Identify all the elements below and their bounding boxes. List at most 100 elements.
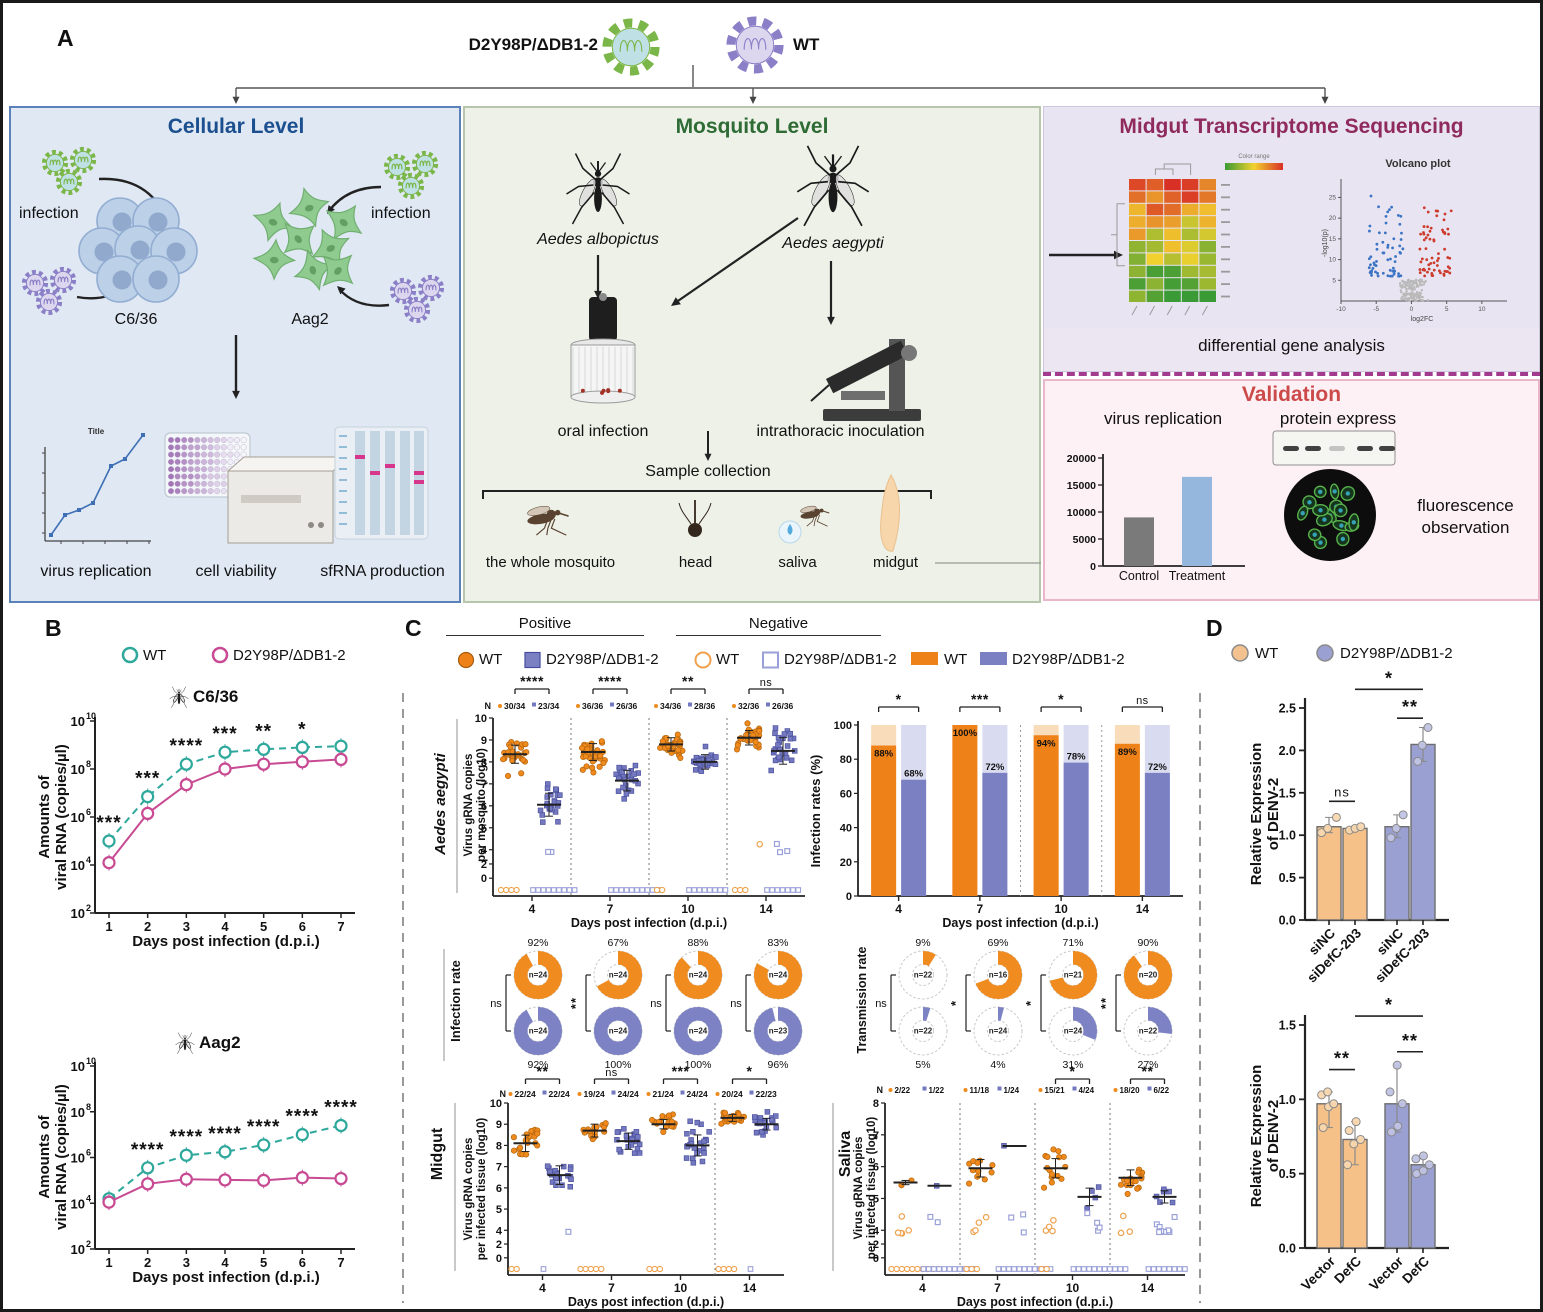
svg-text:3: 3 [183, 919, 190, 934]
svg-text:*: * [896, 691, 902, 707]
svg-text:**: ** [568, 997, 583, 1009]
svg-text:6/22: 6/22 [1154, 1086, 1170, 1095]
svg-text:15: 15 [1329, 236, 1337, 243]
svg-text:0: 0 [1090, 561, 1096, 573]
svg-text:100: 100 [834, 720, 852, 732]
svg-text:6: 6 [496, 1183, 502, 1195]
svg-text:n=24: n=24 [529, 1027, 548, 1036]
svg-text:10: 10 [71, 810, 85, 825]
svg-text:69%: 69% [987, 937, 1008, 949]
svg-text:2: 2 [481, 859, 487, 871]
method-intrathoracic: intrathoracic inoculation [756, 423, 925, 440]
svg-text:90%: 90% [1137, 937, 1158, 949]
svg-text:*: * [1058, 691, 1064, 707]
c-legend-wt-bar: WT [944, 651, 968, 668]
header-wt-label: WT [793, 35, 820, 54]
svg-text:0.0: 0.0 [1279, 1242, 1296, 1256]
svg-text:20: 20 [840, 857, 852, 869]
svg-text:-log10(p): -log10(p) [1322, 229, 1329, 257]
svg-text:**: ** [1334, 1049, 1350, 1069]
svg-text:7: 7 [481, 779, 487, 791]
svg-text:88%: 88% [874, 749, 894, 760]
svg-text:4: 4 [529, 902, 536, 916]
svg-text:6: 6 [481, 801, 487, 813]
svg-text:22/24: 22/24 [549, 1089, 571, 1099]
validation-protein-express: protein express [1279, 409, 1397, 428]
svg-text:4%: 4% [990, 1059, 1005, 1071]
svg-text:10: 10 [1329, 257, 1337, 264]
svg-text:30/34: 30/34 [504, 701, 526, 711]
svg-text:10: 10 [71, 1151, 85, 1166]
svg-text:Control: Control [1119, 569, 1159, 583]
svg-text:20: 20 [1329, 215, 1337, 222]
svg-text:0: 0 [496, 1253, 502, 1265]
svg-text:10: 10 [1054, 902, 1068, 916]
svg-text:**: ** [1142, 1063, 1154, 1079]
svg-text:4: 4 [496, 1225, 503, 1237]
svg-text:72%: 72% [985, 762, 1005, 773]
svg-text:4: 4 [86, 1193, 91, 1203]
cellular-title: Cellular Level [167, 115, 305, 138]
validation-dashed-divider [1043, 372, 1540, 376]
svg-text:10: 10 [71, 858, 85, 873]
svg-text:Days post infection (d.p.i.): Days post infection (d.p.i.) [942, 916, 1098, 930]
cell-line-c636-label: C6/36 [114, 311, 158, 328]
svg-text:10: 10 [86, 711, 96, 721]
svg-text:10: 10 [71, 1242, 85, 1257]
svg-text:*: * [1385, 995, 1393, 1015]
svg-text:****: **** [324, 1097, 358, 1118]
figure-graphics: -10 -5 0 5 10510152025log2FC-log10(p)0500010… [21, 16, 1507, 1309]
svg-text:6: 6 [86, 1148, 91, 1158]
svg-text:n=24: n=24 [689, 1027, 708, 1036]
differential-caption: differential gene analysis [1198, 336, 1385, 355]
volcano-title: Volcano plot [1385, 158, 1451, 170]
panel-a-decorations: -10 -5 0 5 10 5 10 15 20 25 log2FC -log10(p) 0 5000 10… [21, 16, 1507, 583]
b-legend-mut: D2Y98P/ΔDB1-2 [233, 647, 346, 664]
cell-line-aag2-label: Aag2 [291, 311, 329, 328]
svg-text:0: 0 [873, 1253, 879, 1265]
svg-text:34/36: 34/36 [660, 701, 682, 711]
c-row-infection-rate: Infection rate [448, 960, 463, 1042]
svg-text:1/24: 1/24 [1004, 1086, 1020, 1095]
svg-text:****: **** [598, 673, 622, 689]
b-title-aag2: Aag2 [199, 1033, 241, 1052]
svg-text:ns: ns [1136, 695, 1149, 707]
mosquito-panel [463, 106, 1041, 603]
svg-text:7: 7 [994, 1281, 1001, 1295]
b-ylabel-1: Amounts of viral RNA (copies/µl) [36, 744, 70, 890]
svg-text:1: 1 [105, 919, 112, 934]
svg-text:89%: 89% [1118, 747, 1138, 758]
svg-text:***: *** [672, 1063, 690, 1079]
svg-text:1.0: 1.0 [1279, 829, 1296, 843]
svg-text:****: **** [520, 673, 544, 689]
svg-text:21/24: 21/24 [653, 1089, 675, 1099]
svg-text:10: 10 [71, 906, 85, 921]
svg-text:2.5: 2.5 [1279, 702, 1296, 716]
svg-text:4: 4 [895, 902, 902, 916]
svg-text:1.5: 1.5 [1279, 1019, 1296, 1033]
svg-text:n=21: n=21 [1064, 971, 1083, 980]
svg-text:5000: 5000 [1073, 534, 1097, 546]
svg-text:0: 0 [1410, 306, 1414, 313]
svg-text:0.0: 0.0 [1279, 914, 1296, 928]
svg-text:4: 4 [539, 1281, 546, 1295]
svg-text:10: 10 [475, 713, 487, 725]
svg-text:0: 0 [846, 891, 852, 903]
svg-text:10: 10 [1066, 1281, 1080, 1295]
svg-text:10: 10 [71, 714, 85, 729]
svg-text:23/34: 23/34 [538, 701, 560, 711]
c-ylabel-aegypti: Virus gRNA copies per mosquito (log10) [463, 748, 488, 862]
svg-text:26/36: 26/36 [772, 701, 794, 711]
sample-collection-label: Sample collection [645, 463, 771, 480]
sample-head: head [678, 554, 713, 571]
svg-text:6: 6 [299, 1255, 306, 1270]
svg-text:n=24: n=24 [609, 971, 628, 980]
svg-text:5: 5 [260, 1255, 267, 1270]
svg-text:ns: ns [490, 998, 502, 1010]
svg-text:60: 60 [840, 788, 852, 800]
svg-text:n=20: n=20 [1139, 971, 1158, 980]
svg-text:n=22: n=22 [1139, 1027, 1158, 1036]
svg-text:71%: 71% [1062, 937, 1083, 949]
